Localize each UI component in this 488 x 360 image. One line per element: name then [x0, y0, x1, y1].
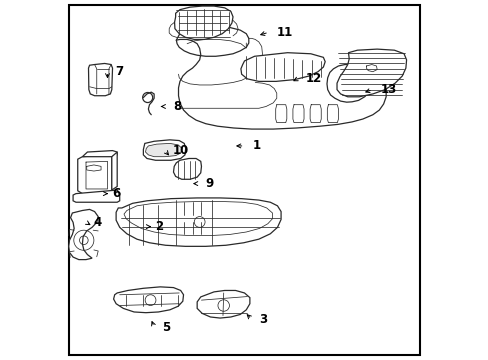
Polygon shape: [145, 143, 182, 157]
Text: 3: 3: [259, 312, 267, 326]
Text: 2: 2: [155, 220, 163, 233]
Polygon shape: [112, 152, 117, 190]
Polygon shape: [241, 53, 325, 81]
Polygon shape: [113, 287, 183, 313]
Polygon shape: [88, 63, 112, 96]
Polygon shape: [173, 158, 201, 179]
Polygon shape: [82, 150, 117, 157]
Polygon shape: [174, 6, 233, 40]
Polygon shape: [197, 291, 249, 318]
Text: 13: 13: [380, 83, 396, 96]
Polygon shape: [69, 210, 98, 260]
Text: 4: 4: [94, 216, 102, 229]
Text: 1: 1: [252, 139, 260, 152]
Polygon shape: [73, 190, 120, 202]
Text: 10: 10: [172, 144, 189, 157]
Polygon shape: [143, 140, 185, 160]
Text: 8: 8: [172, 100, 181, 113]
Polygon shape: [124, 202, 272, 235]
Text: 7: 7: [115, 65, 123, 78]
Text: 5: 5: [162, 320, 170, 333]
Text: 6: 6: [112, 187, 120, 200]
Text: 11: 11: [276, 26, 292, 39]
Text: 12: 12: [305, 72, 321, 85]
Text: 9: 9: [205, 177, 214, 190]
Polygon shape: [116, 198, 281, 246]
Polygon shape: [78, 155, 112, 194]
Polygon shape: [336, 49, 406, 97]
